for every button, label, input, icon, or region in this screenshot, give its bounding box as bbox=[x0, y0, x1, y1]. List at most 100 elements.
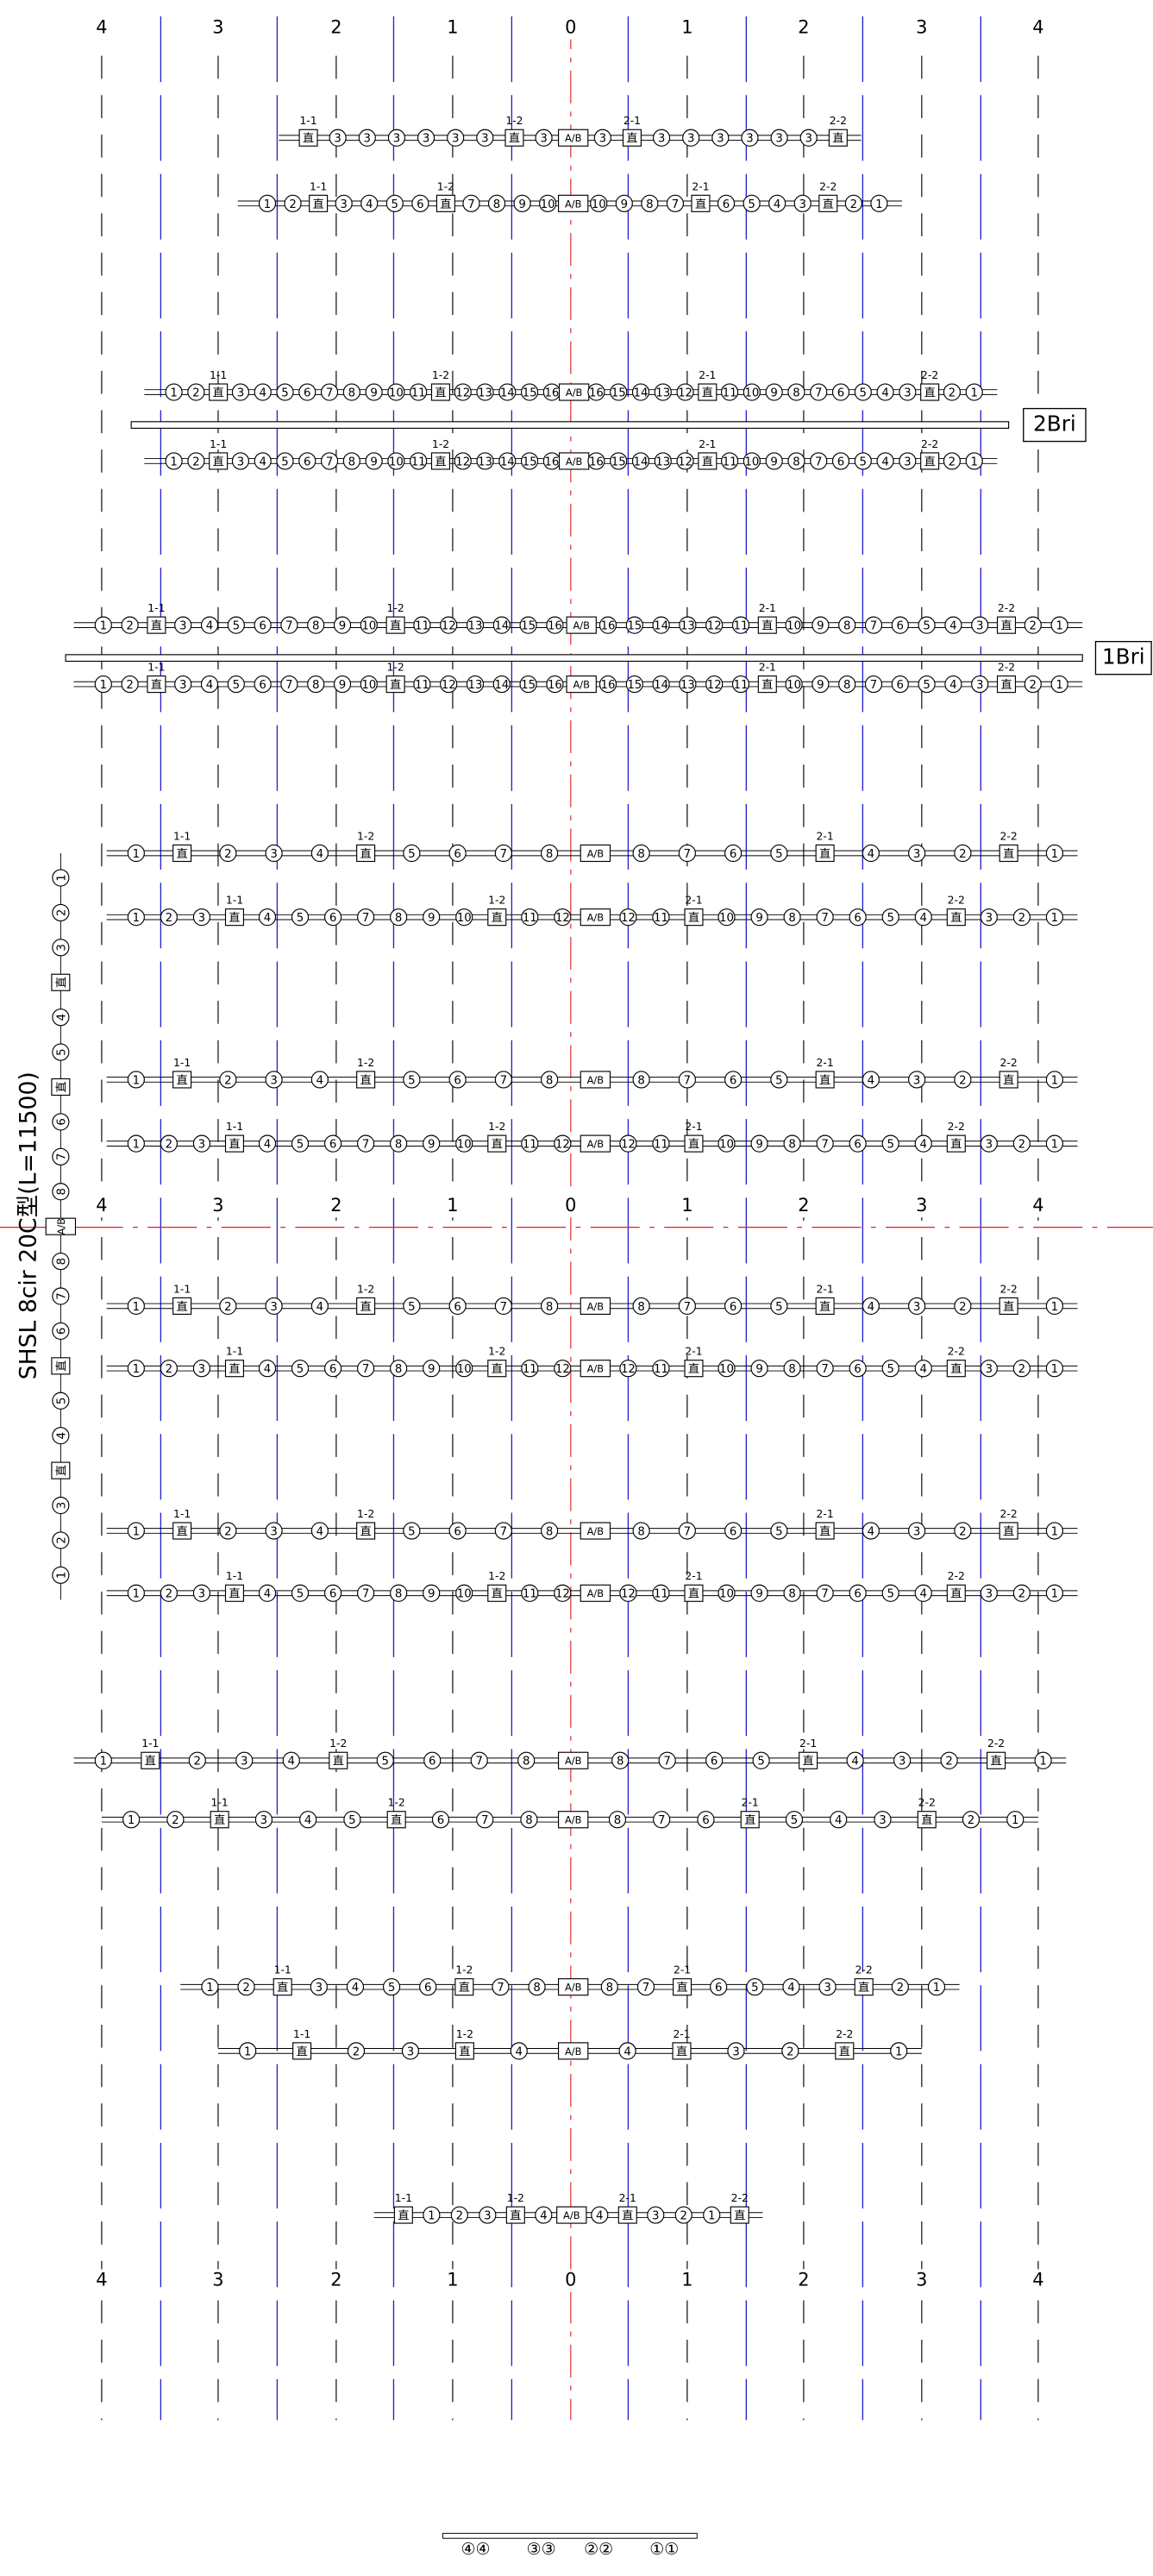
node-circle bbox=[470, 1751, 488, 1769]
node-label: 12 bbox=[455, 387, 470, 400]
node-label: A/B bbox=[565, 1982, 582, 1994]
node-label: 直 bbox=[360, 1300, 371, 1314]
node-circle bbox=[881, 1584, 899, 1602]
node-box bbox=[209, 452, 229, 470]
node-label: 3 bbox=[658, 133, 665, 146]
node: 1 bbox=[1045, 1360, 1063, 1378]
node-circle bbox=[52, 1253, 70, 1271]
node-tag: 1-2 bbox=[488, 895, 505, 907]
node-label: 2 bbox=[1030, 620, 1037, 633]
axis-label: 2 bbox=[798, 1195, 809, 1216]
node-label: 8 bbox=[637, 1074, 644, 1087]
node-label: 4 bbox=[352, 1982, 359, 1995]
label-bg bbox=[93, 2269, 110, 2292]
node-circle bbox=[1024, 616, 1042, 634]
node-label: 7 bbox=[658, 1814, 665, 1827]
node-circle bbox=[980, 908, 998, 927]
node-circle bbox=[818, 1978, 837, 1996]
node-label: 9 bbox=[755, 912, 762, 925]
label-bg bbox=[679, 16, 696, 40]
node-circle bbox=[750, 1360, 768, 1378]
node-label: 7 bbox=[500, 848, 507, 861]
axis-label: 0 bbox=[565, 16, 576, 37]
node-label: 直 bbox=[688, 1362, 699, 1376]
node: 直2-1 bbox=[815, 1283, 835, 1316]
node-label: 2 bbox=[166, 912, 172, 925]
node-label: 12 bbox=[555, 1588, 570, 1601]
node-label: 9 bbox=[518, 198, 525, 211]
node: 11 bbox=[721, 452, 739, 470]
node: 5 bbox=[291, 1360, 310, 1378]
node-label: 3 bbox=[799, 198, 805, 211]
node-circle bbox=[647, 2206, 665, 2224]
node-circle bbox=[770, 1522, 788, 1540]
node: 15 bbox=[625, 675, 643, 694]
node-label: 11 bbox=[523, 912, 537, 925]
node: 5 bbox=[276, 452, 294, 470]
node: 3 bbox=[647, 2206, 665, 2224]
node-label: 5 bbox=[887, 1588, 893, 1601]
node-label: 1 bbox=[133, 912, 140, 925]
node-circle bbox=[783, 1134, 801, 1153]
node-box bbox=[558, 1751, 589, 1769]
node: 3 bbox=[535, 129, 553, 147]
node-circle bbox=[487, 194, 506, 212]
node: 4 bbox=[52, 1427, 70, 1445]
node-box bbox=[580, 1522, 611, 1540]
axis-label: 0 bbox=[565, 2270, 576, 2290]
node-circle bbox=[600, 1978, 618, 1996]
node: A/B bbox=[580, 1584, 611, 1602]
node-label: 2 bbox=[949, 387, 956, 400]
node-label: 8 bbox=[395, 1363, 402, 1376]
axis-label: 1 bbox=[447, 2270, 458, 2290]
node-label: 7 bbox=[497, 1982, 504, 1995]
node-label: 5 bbox=[55, 1398, 68, 1404]
node: 3 bbox=[980, 908, 998, 927]
node-label: 12 bbox=[707, 679, 722, 692]
node-circle bbox=[717, 1134, 736, 1153]
node-circle bbox=[641, 194, 659, 212]
node-box bbox=[854, 1978, 874, 1996]
axis-label: 4 bbox=[96, 16, 107, 37]
node: 7 bbox=[810, 383, 828, 401]
node: 6 bbox=[448, 1297, 467, 1316]
node-label: 7 bbox=[672, 198, 679, 211]
node-label: 6 bbox=[454, 1074, 461, 1087]
node: 3 bbox=[192, 1584, 211, 1602]
node-label: 15 bbox=[611, 387, 626, 400]
node-label: 6 bbox=[454, 1525, 461, 1538]
node: 3 bbox=[971, 616, 989, 634]
label-bg bbox=[679, 2269, 696, 2292]
node-box bbox=[580, 844, 611, 863]
node: 7 bbox=[357, 1584, 375, 1602]
node-circle bbox=[52, 903, 70, 922]
node-label: 4 bbox=[304, 1814, 311, 1827]
node-label: 5 bbox=[923, 620, 930, 633]
node-box bbox=[730, 2206, 749, 2224]
node-label: 4 bbox=[623, 2045, 630, 2058]
node-label: 5 bbox=[392, 198, 398, 211]
node: 3 bbox=[358, 129, 376, 147]
node: 3 bbox=[265, 1297, 283, 1316]
node: 6 bbox=[298, 452, 316, 470]
node-tag: 1-1 bbox=[226, 1121, 243, 1133]
node: 5 bbox=[881, 1134, 899, 1153]
node-circle bbox=[717, 908, 736, 927]
node: 直1-2 bbox=[487, 895, 507, 927]
node: 5 bbox=[770, 1522, 788, 1540]
node-label: 3 bbox=[270, 1525, 277, 1538]
node-circle bbox=[954, 844, 972, 863]
node-tag: 2-2 bbox=[731, 2192, 749, 2204]
node: 10 bbox=[455, 1134, 473, 1153]
node-circle bbox=[844, 194, 862, 212]
node-circle bbox=[417, 129, 436, 147]
node-circle bbox=[390, 1134, 408, 1153]
node-box bbox=[946, 1134, 966, 1153]
node-label: 4 bbox=[868, 848, 874, 861]
node-label: 直 bbox=[819, 1300, 830, 1314]
node-tag: 2-1 bbox=[817, 1057, 834, 1069]
node-label: 3 bbox=[775, 133, 782, 146]
node-label: 直 bbox=[214, 1813, 225, 1827]
node-tag: 1-2 bbox=[388, 1797, 405, 1809]
node-label: 直 bbox=[688, 911, 699, 925]
